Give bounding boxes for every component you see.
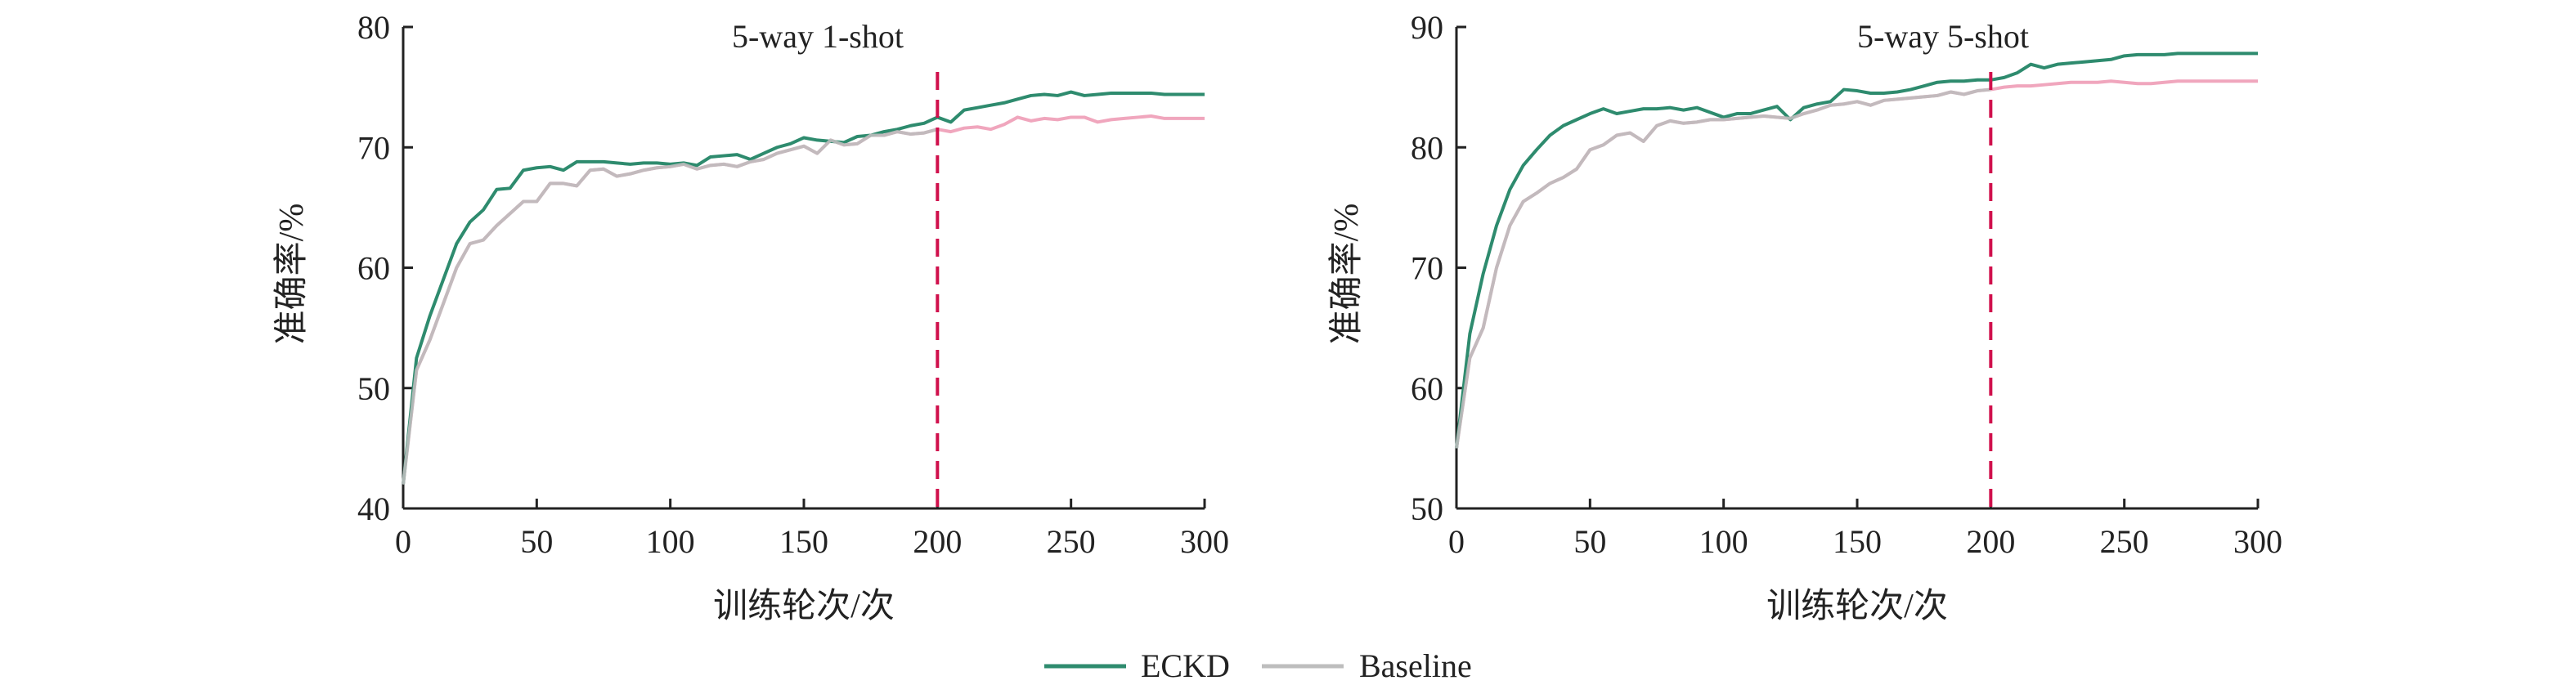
x-tick-label: 200 xyxy=(913,523,962,560)
y-tick-label: 70 xyxy=(1411,250,1443,287)
x-tick-label: 150 xyxy=(1833,523,1882,560)
y-tick-label: 60 xyxy=(1411,370,1443,407)
y-axis-label: 准确率/% xyxy=(272,204,311,345)
y-tick-label: 60 xyxy=(357,250,390,287)
y-tick-label: 40 xyxy=(357,490,390,527)
x-tick-label: 100 xyxy=(646,523,695,560)
series-line-baseline-early xyxy=(402,128,938,485)
x-tick-label: 50 xyxy=(1573,523,1606,560)
x-tick-label: 250 xyxy=(1047,523,1096,560)
x-tick-label: 250 xyxy=(2100,523,2149,560)
x-tick-label: 0 xyxy=(1448,523,1465,560)
y-tick-label: 80 xyxy=(1411,129,1443,166)
x-axis-label: 训练轮次/次 xyxy=(1766,587,1948,625)
legend-label-baseline: Baseline xyxy=(1359,647,1472,684)
x-tick-label: 300 xyxy=(2233,523,2282,560)
y-tick-label: 80 xyxy=(357,9,390,46)
series-line-eckd xyxy=(1455,51,2258,449)
series-line-eckd xyxy=(402,90,1205,485)
chart-1shot: 5-way 1-shot 准确率/% 训练轮次/次 40 50 60 70 80 0 50 1… xyxy=(272,9,1229,625)
y-tick-label: 50 xyxy=(357,370,390,407)
x-tick-label: 200 xyxy=(1966,523,2015,560)
x-tick-label: 300 xyxy=(1180,523,1229,560)
legend-label-eckd: ECKD xyxy=(1141,647,1230,684)
y-tick-label: 50 xyxy=(1411,490,1443,527)
series-line-baseline-early xyxy=(1455,87,1991,449)
y-tick-label: 70 xyxy=(357,129,390,166)
x-axis-label: 训练轮次/次 xyxy=(713,587,895,625)
x-tick-label: 150 xyxy=(779,523,828,560)
chart-title: 5-way 1-shot xyxy=(732,18,904,55)
x-tick-label: 50 xyxy=(520,523,553,560)
series-line-baseline xyxy=(1455,79,2258,449)
legend: ECKD Baseline xyxy=(1044,647,1472,684)
chart-title: 5-way 5-shot xyxy=(1857,18,2029,55)
y-axis-label: 准确率/% xyxy=(1327,204,1366,345)
x-tick-label: 100 xyxy=(1699,523,1748,560)
x-tick-label: 0 xyxy=(395,523,411,560)
y-tick-label: 90 xyxy=(1411,9,1443,46)
